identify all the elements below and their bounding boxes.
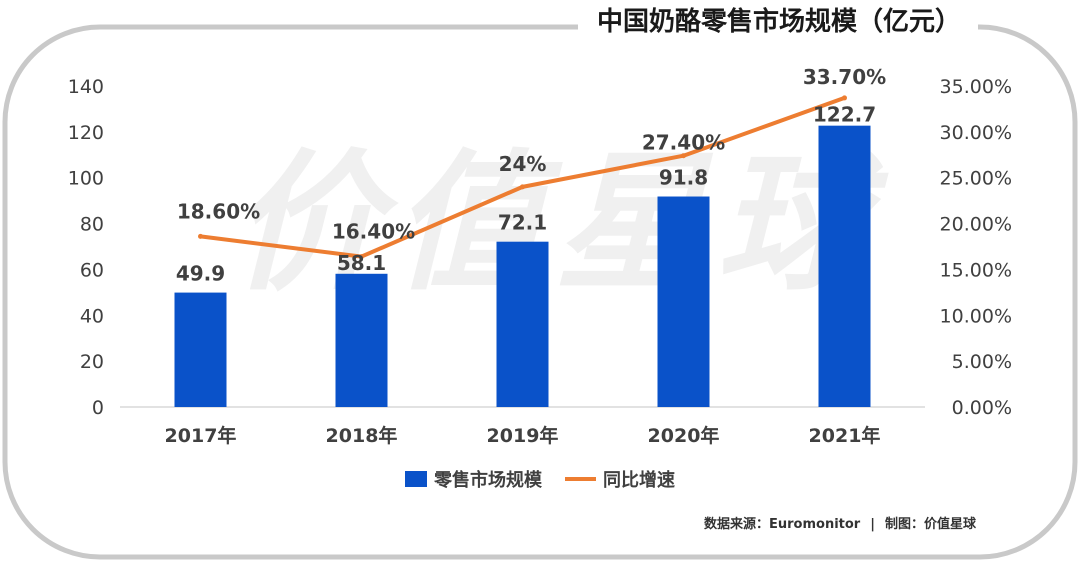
y-left-tick-label: 40 [80,305,104,327]
line-value-label: 24% [499,152,547,176]
y-right-tick-label: 30.00% [940,122,1012,144]
line-value-label: 18.60% [177,199,260,223]
bar [496,241,549,407]
x-tick-label: 2019年 [487,424,559,447]
x-tick-label: 2020年 [648,424,720,447]
y-left-tick-label: 120 [68,122,104,144]
footer-separator: | [870,517,875,532]
y-right-tick-label: 0.00% [952,397,1012,419]
footer-note: 数据来源：Euromonitor | 制图：价值星球 [560,513,976,532]
line-series [198,95,847,260]
line-point [359,254,364,260]
y-left-tick-label: 0 [92,397,104,419]
chart-title: 中国奶酪零售市场规模（亿元） [596,7,961,37]
data-labels: 49.9 58.1 72.1 91.8 122.7 18.60% 16.40% 24% 27.4… [176,65,886,286]
x-tick-label: 2018年 [326,424,398,447]
bar-value-label: 122.7 [813,103,876,127]
line-point [681,153,686,159]
y-left-tick-label: 60 [80,259,104,281]
legend: 零售市场规模 同比增速 [405,469,675,491]
legend-swatch-bar [405,471,427,487]
source-text: 数据来源：Euromonitor [704,517,861,532]
line-point [198,233,203,239]
x-tick-label: 2021年 [809,424,881,447]
y-right-tick-label: 25.00% [940,168,1012,190]
line-point [842,95,847,101]
legend-label-bar: 零售市场规模 [433,469,543,491]
bar-value-label: 91.8 [659,166,708,190]
y-left-tick-label: 20 [80,351,104,373]
bar-series [174,125,871,407]
bar [657,196,710,407]
x-tick-label: 2017年 [165,424,237,447]
line-value-label: 27.40% [642,131,725,155]
y-right-tick-label: 10.00% [940,305,1012,327]
axes: 0 20 40 60 80 100 120 140 0.00% 5.00% 10.00% 15.00%… [68,76,1012,447]
bar-value-label: 72.1 [498,211,547,235]
y-left-tick-label: 100 [68,168,104,190]
line-value-label: 16.40% [332,220,415,244]
legend-label-line: 同比增速 [603,469,675,491]
bar [818,125,871,407]
title-background [578,2,978,42]
y-right-tick-label: 15.00% [940,259,1012,281]
y-right-tick-label: 20.00% [940,214,1012,236]
y-left-tick-label: 140 [68,76,104,98]
y-right-tick-label: 5.00% [952,351,1012,373]
credit-text: 制图：价值星球 [884,517,976,532]
y-right-tick-label: 35.00% [940,76,1012,98]
watermark: 价值星球 [231,137,889,311]
bar [174,292,227,407]
bar-value-label: 49.9 [176,262,225,286]
line-point [520,184,525,190]
line-value-label: 33.70% [803,65,886,89]
bar [335,273,388,407]
y-left-tick-label: 80 [80,214,104,236]
bar-value-label: 58.1 [337,251,386,275]
